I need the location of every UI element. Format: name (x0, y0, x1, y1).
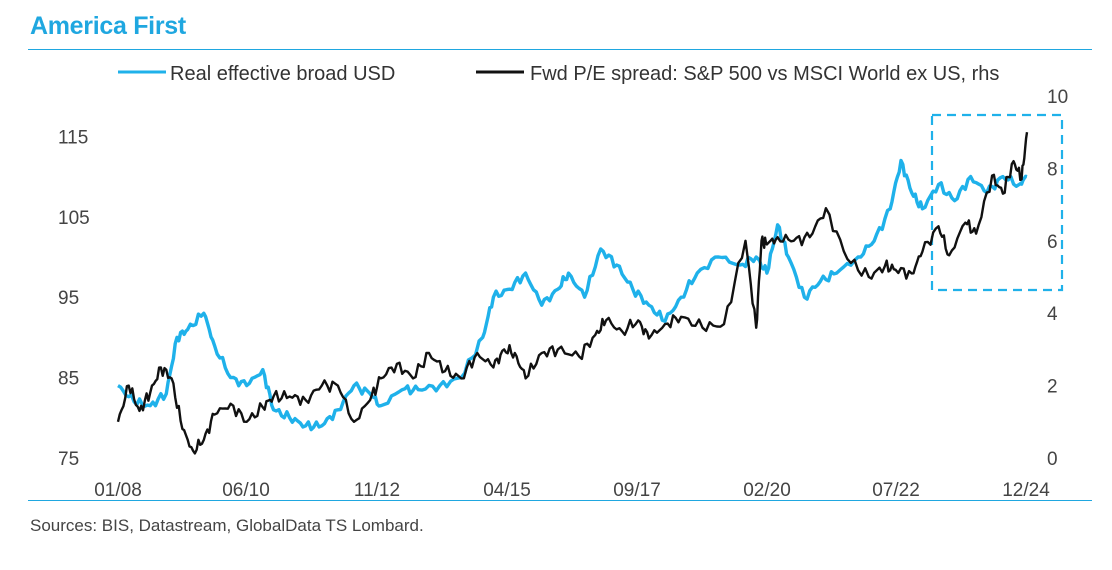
right-tick-label: 2 (1047, 377, 1058, 398)
left-axis: 75 85 95 105 115 (58, 127, 90, 470)
bottom-rule (28, 500, 1092, 501)
left-tick-label: 115 (58, 127, 88, 148)
x-tick-label: 06/10 (222, 480, 270, 501)
legend-usd-label: Real effective broad USD (170, 63, 395, 85)
right-tick-label: 0 (1047, 449, 1058, 470)
left-tick-label: 95 (58, 288, 79, 309)
source-note: Sources: BIS, Datastream, GlobalData TS … (30, 516, 424, 535)
x-tick-label: 02/20 (743, 480, 791, 501)
pe-spread-line (116, 132, 1029, 455)
series-lines (116, 132, 1029, 455)
x-tick-label: 11/12 (354, 480, 400, 501)
right-tick-label: 8 (1047, 159, 1058, 180)
x-tick-label: 09/17 (613, 480, 661, 501)
usd-line (117, 158, 1028, 432)
x-tick-label: 04/15 (483, 480, 531, 501)
x-tick-label: 07/22 (872, 480, 920, 501)
x-axis: 01/08 06/10 11/12 04/15 09/17 02/20 07/22 12/24 (94, 480, 1050, 501)
right-tick-label: 6 (1047, 232, 1058, 253)
left-tick-label: 85 (58, 369, 79, 390)
x-tick-label: 01/08 (94, 480, 142, 501)
right-tick-label: 10 (1047, 87, 1068, 108)
highlight-box (930, 113, 1064, 292)
title-rule (28, 49, 1092, 50)
left-tick-label: 75 (58, 449, 79, 470)
right-tick-label: 4 (1047, 304, 1058, 325)
chart-title: America First (30, 12, 186, 40)
legend-pe-label: Fwd P/E spread: S&P 500 vs MSCI World ex… (530, 63, 999, 85)
left-tick-label: 105 (58, 208, 90, 229)
x-tick-label: 12/24 (1002, 480, 1050, 501)
right-axis: 0 2 4 6 8 10 (1047, 87, 1068, 470)
